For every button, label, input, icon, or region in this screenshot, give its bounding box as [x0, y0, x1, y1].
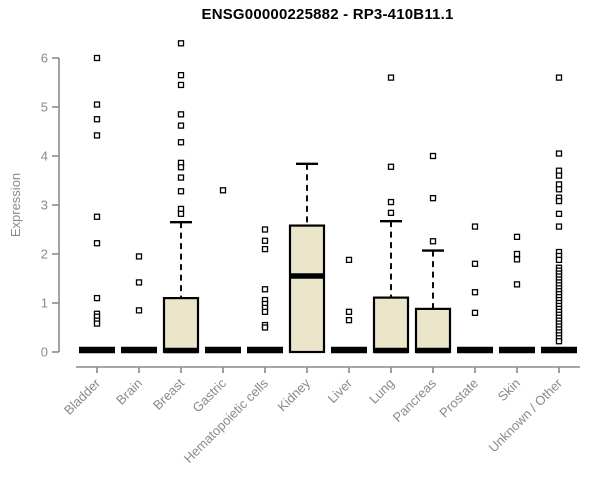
- y-tick-label: 2: [41, 247, 48, 262]
- chart-title: ENSG00000225882 - RP3-410B11.1: [201, 6, 454, 23]
- outlier-point: [429, 194, 437, 202]
- outlier-point: [177, 40, 185, 47]
- outlier-point: [135, 279, 143, 286]
- outlier-point: [93, 116, 101, 123]
- outlier-point: [93, 101, 101, 108]
- outlier-point: [93, 294, 101, 302]
- x-tick-label: Liver: [325, 375, 356, 406]
- outlier-point: [555, 186, 563, 193]
- outlier-point: [471, 309, 479, 316]
- y-tick-label: 1: [41, 296, 48, 311]
- x-tick-label: Bladder: [61, 375, 104, 418]
- x-tick-label: Skin: [495, 376, 523, 404]
- outlier-point: [261, 308, 269, 315]
- outlier-point: [177, 139, 185, 146]
- outlier-point: [429, 152, 437, 160]
- box: [414, 307, 452, 354]
- x-tick-label: Unknown / Other: [486, 375, 566, 455]
- outlier-point: [471, 289, 479, 296]
- outlier-point: [177, 205, 185, 213]
- outlier-point: [555, 150, 563, 157]
- outlier-point: [555, 256, 563, 264]
- x-tick-label: Brain: [113, 376, 145, 408]
- outlier-point: [93, 54, 101, 62]
- outlier-point: [135, 307, 143, 314]
- y-tick-label: 6: [41, 51, 48, 66]
- x-tick-label: Kidney: [274, 375, 313, 414]
- box: [288, 224, 326, 354]
- outlier-point: [177, 122, 185, 129]
- x-tick-label: Gastric: [189, 375, 229, 415]
- x-tick-label: Breast: [150, 375, 187, 412]
- outlier-point: [513, 233, 521, 241]
- outlier-point: [513, 256, 521, 263]
- outlier-point: [387, 198, 395, 206]
- x-tick-label: Pancreas: [390, 375, 440, 425]
- outlier-point: [261, 237, 269, 244]
- outlier-point: [219, 187, 227, 194]
- outlier-point: [471, 260, 479, 267]
- x-tick-label: Lung: [366, 376, 397, 407]
- outlier-point: [177, 174, 185, 181]
- outlier-point: [261, 286, 269, 293]
- outlier-point: [93, 320, 101, 327]
- outlier-point: [387, 209, 395, 216]
- outlier-point: [177, 164, 185, 171]
- outlier-point: [513, 250, 521, 258]
- box: [162, 297, 200, 354]
- outlier-point: [261, 324, 269, 331]
- x-tick-label: Prostate: [436, 376, 481, 421]
- outlier-point: [555, 74, 563, 81]
- outlier-point: [177, 188, 185, 195]
- outlier-point: [261, 245, 269, 253]
- outlier-point: [135, 253, 143, 260]
- outlier-point: [177, 72, 185, 79]
- outlier-point: [93, 213, 101, 220]
- outlier-point: [345, 308, 353, 315]
- outlier-point: [177, 111, 185, 118]
- outlier-point: [555, 210, 563, 217]
- y-tick-label: 0: [41, 345, 48, 360]
- y-tick-label: 5: [41, 100, 48, 115]
- outlier-point: [387, 74, 395, 81]
- outlier-point: [555, 167, 563, 174]
- outlier-point: [555, 172, 563, 179]
- outlier-point: [387, 163, 395, 170]
- outlier-point: [261, 226, 269, 233]
- outlier-point: [555, 338, 563, 345]
- outlier-point: [555, 181, 563, 188]
- outlier-point: [471, 223, 479, 230]
- outlier-point: [93, 132, 101, 139]
- y-tick-label: 3: [41, 198, 48, 213]
- outlier-point: [93, 240, 101, 247]
- outlier-point: [555, 223, 563, 230]
- outlier-point: [345, 256, 353, 264]
- box: [372, 296, 410, 354]
- outlier-point: [429, 238, 437, 245]
- y-axis-label: Expression: [8, 172, 23, 238]
- outlier-point: [177, 210, 185, 217]
- outlier-point: [345, 316, 353, 324]
- outlier-point: [177, 81, 185, 89]
- outlier-point: [513, 281, 521, 288]
- y-tick-label: 4: [41, 149, 48, 164]
- outlier-point: [555, 197, 563, 205]
